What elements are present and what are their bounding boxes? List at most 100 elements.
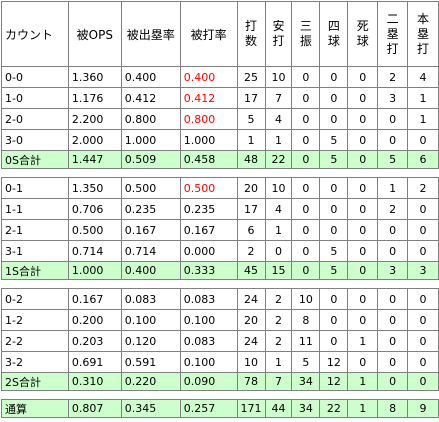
data-cell: 5 [319,240,349,262]
data-cell: 0.083 [120,288,181,310]
data-cell: 0 [319,177,349,199]
data-cell: 0 [319,108,349,130]
data-cell: 0 [377,309,409,331]
data-cell: 0.706 [67,198,122,220]
total-cell: 0.807 [67,399,122,418]
data-cell: 0.167 [67,288,122,310]
total-cell: 5 [377,150,409,169]
data-cell: 0 [377,129,409,151]
data-cell: 1 [264,219,293,241]
header-cell: カウント [1,1,69,67]
data-cell: 0 [347,177,379,199]
data-cell: 8 [291,309,321,331]
data-cell: 4 [264,198,293,220]
data-cell: 2 [264,309,293,331]
data-cell: 7 [264,87,293,109]
data-cell: 0 [291,108,321,130]
data-row: 2-2 0.203 0.120 0.083 24 2 11 0 1 0 0 [1,330,439,352]
data-cell: 1.000 [179,129,238,151]
total-cell: 7 [264,372,293,391]
data-cell: 0 [377,330,409,352]
data-cell: 0 [347,240,379,262]
data-cell: 0.000 [179,240,238,262]
data-cell: 0.714 [67,240,122,262]
total-cell: 171 [236,399,266,418]
header-cell: 被出塁率 [120,1,181,67]
data-cell: 2 [236,240,266,262]
data-cell: 0.120 [120,330,181,352]
data-cell: 4 [264,108,293,130]
total-cell: 5 [319,261,349,280]
data-cell: 0 [377,240,409,262]
data-cell: 0.083 [179,288,238,310]
data-row: 3-2 0.691 0.591 0.100 10 1 5 12 0 0 0 [1,351,439,373]
total-cell: 45 [236,261,266,280]
header-cell: 本塁打 [407,1,439,67]
header-cell: 二塁打 [377,1,409,67]
total-cell: 34 [291,399,321,418]
data-cell: 0.400 [120,66,181,88]
data-cell: 0 [347,129,379,151]
total-cell: 0.458 [179,150,238,169]
total-cell: 0.509 [120,150,181,169]
total-cell: 0 [291,261,321,280]
data-cell: 0.412 [120,87,181,109]
data-cell: 1 [407,87,439,109]
data-cell: 0.412 [179,87,238,109]
header-row: カウント 被OPS 被出塁率 被打率 打数 安打 三振 四球 死球 二塁打 本塁打 [1,1,439,67]
data-cell: 0.235 [120,198,181,220]
total-cell: 9 [407,399,439,418]
data-cell: 1-1 [1,198,69,220]
data-cell: 0 [319,198,349,220]
total-row: 2S合計 0.310 0.220 0.090 78 7 34 12 1 0 0 [1,372,439,391]
data-cell: 0 [347,198,379,220]
data-cell: 5 [236,108,266,130]
total-cell: 0.220 [120,372,181,391]
data-row: 1-0 1.176 0.412 0.412 17 7 0 0 0 3 1 [1,87,439,109]
data-cell: 0-1 [1,177,69,199]
data-cell: 0.200 [67,309,122,331]
header-cell: 安打 [264,1,293,67]
data-cell: 2 [264,288,293,310]
total-cell: 0 [291,150,321,169]
data-cell: 10 [291,288,321,310]
total-cell: 0.400 [120,261,181,280]
data-cell: 1 [236,129,266,151]
total-cell: 22 [319,399,349,418]
total-cell: 1S合計 [1,261,69,280]
spacer-cell [2,280,439,289]
total-row: 1S合計 1.000 0.400 0.333 45 15 0 5 0 3 3 [1,261,439,280]
data-row: 2-1 0.500 0.167 0.167 6 1 0 0 0 0 0 [1,219,439,241]
data-cell: 0 [347,288,379,310]
total-cell: 2S合計 [1,372,69,391]
total-cell: 1.447 [67,150,122,169]
data-cell: 0 [319,219,349,241]
data-cell: 3-2 [1,351,69,373]
data-cell: 2 [377,198,409,220]
data-row: 0-0 1.360 0.400 0.400 25 10 0 0 0 2 4 [1,66,439,88]
data-cell: 0 [291,177,321,199]
data-cell: 0-2 [1,288,69,310]
data-cell: 6 [236,219,266,241]
header-text: 本塁打 [417,11,430,56]
header-cell: 三振 [291,1,321,67]
data-cell: 20 [236,177,266,199]
data-cell: 0 [407,351,439,373]
header-cell: 被打率 [179,1,238,67]
total-cell: 48 [236,150,266,169]
total-row: 0S合計 1.447 0.509 0.458 48 22 0 5 0 5 6 [1,150,439,169]
data-cell: 1.000 [120,129,181,151]
total-cell: 1 [347,399,379,418]
data-cell: 0.100 [179,309,238,331]
data-cell: 2.000 [67,129,122,151]
data-cell: 12 [319,351,349,373]
data-cell: 3-1 [1,240,69,262]
data-cell: 0.800 [120,108,181,130]
header-text: 三振 [299,19,312,48]
data-cell: 1-0 [1,87,69,109]
data-cell: 0 [377,351,409,373]
data-cell: 0.591 [120,351,181,373]
total-cell: 0.090 [179,372,238,391]
data-cell: 0 [319,66,349,88]
